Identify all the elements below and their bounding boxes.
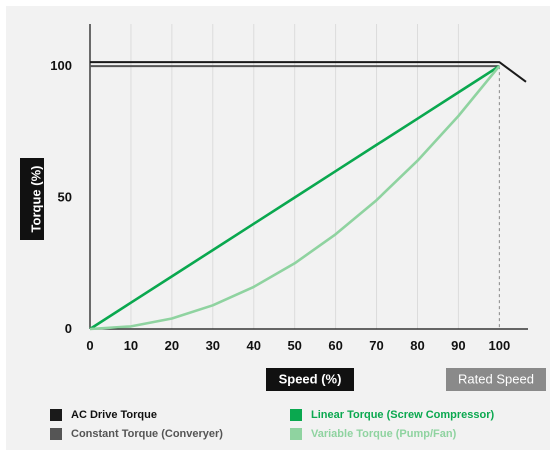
legend-label-ac-drive: AC Drive Torque	[71, 409, 157, 421]
legend: AC Drive Torque Linear Torque (Screw Com…	[50, 409, 495, 440]
legend-label-variable: Variable Torque (Pump/Fan)	[311, 428, 457, 440]
legend-swatch-constant	[50, 428, 62, 440]
x-axis-label-box: Speed (%)	[266, 368, 354, 391]
x-tick-label-100: 100	[488, 338, 510, 353]
legend-swatch-ac-drive	[50, 409, 62, 421]
series-line-3	[89, 65, 501, 331]
x-tick-label-80: 80	[410, 338, 424, 353]
legend-swatch-variable	[290, 428, 302, 440]
x-tick-label-40: 40	[247, 338, 261, 353]
series-line-2	[89, 65, 501, 331]
series-layer	[89, 61, 527, 331]
legend-label-linear: Linear Torque (Screw Compressor)	[311, 409, 495, 421]
y-tick-label-100: 100	[50, 58, 72, 73]
axis-layer	[89, 24, 528, 330]
x-tick-label-30: 30	[206, 338, 220, 353]
y-tick-label-50: 50	[58, 190, 72, 205]
x-tick-label-90: 90	[451, 338, 465, 353]
y-axis-label-box: Torque (%)	[20, 158, 44, 240]
legend-swatch-linear	[290, 409, 302, 421]
x-tick-label-60: 60	[328, 338, 342, 353]
rated-speed-label-box: Rated Speed	[446, 368, 546, 391]
grid-layer	[130, 24, 500, 329]
x-tick-label-70: 70	[369, 338, 383, 353]
y-axis-label: Torque (%)	[28, 166, 43, 233]
x-axis-label: Speed (%)	[279, 371, 342, 386]
x-tick-label-20: 20	[165, 338, 179, 353]
label-layer: 0 10 20 30 40 50 60 70 80 90 100 0 50 100	[50, 58, 510, 353]
y-tick-label-0: 0	[65, 321, 72, 336]
x-tick-label-50: 50	[287, 338, 301, 353]
rated-speed-label: Rated Speed	[458, 371, 534, 386]
series-line-0	[90, 61, 527, 83]
x-tick-label-0: 0	[86, 338, 93, 353]
x-tick-label-10: 10	[124, 338, 138, 353]
legend-label-constant: Constant Torque (Converyer)	[71, 428, 223, 440]
